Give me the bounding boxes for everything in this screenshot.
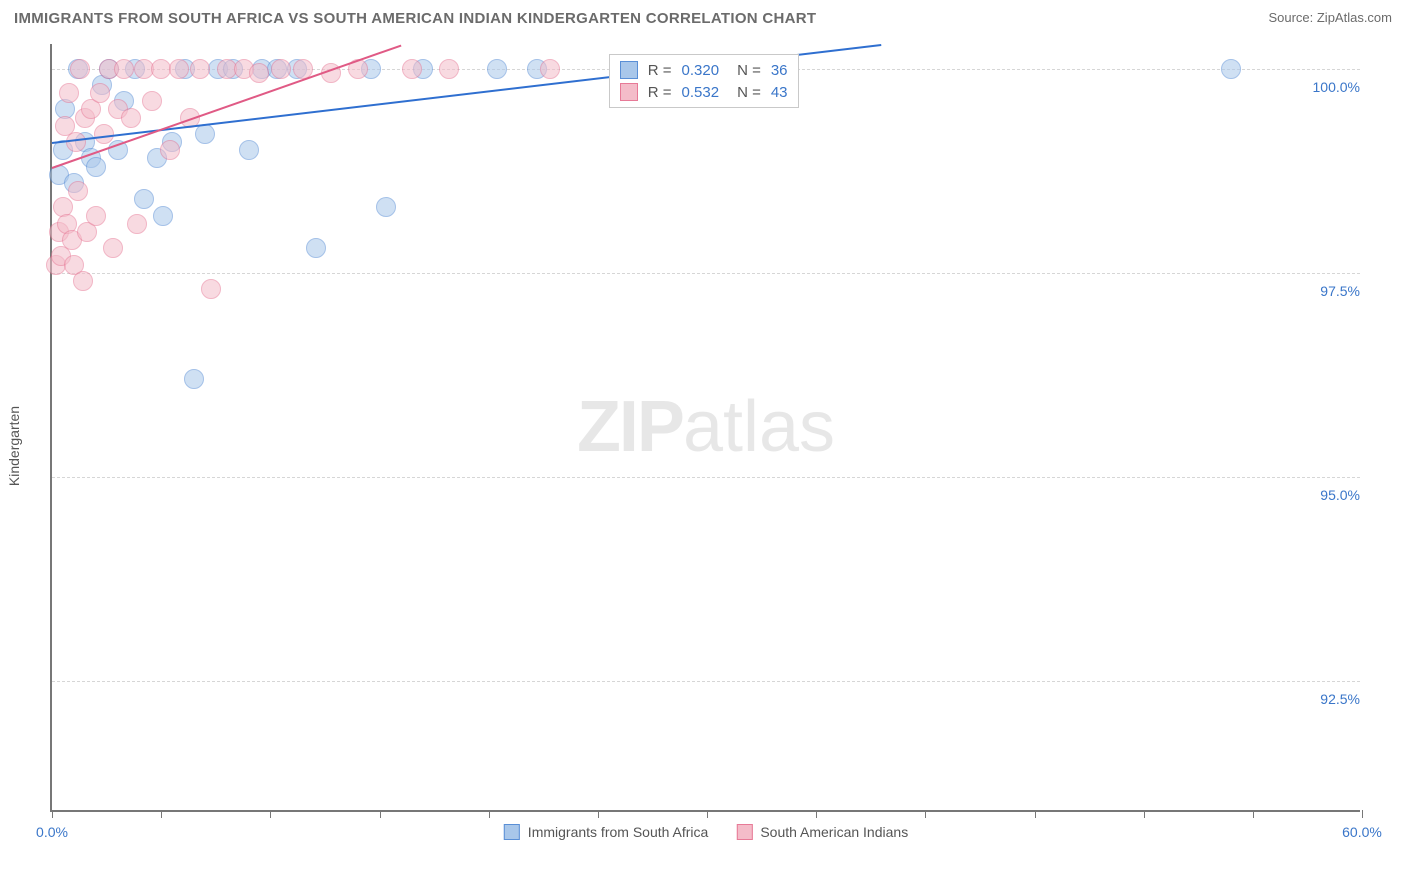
data-point	[190, 59, 210, 79]
data-point	[402, 59, 422, 79]
r-value: 0.320	[682, 62, 720, 79]
data-point	[127, 214, 147, 234]
watermark-left: ZIP	[577, 387, 683, 467]
r-label: R =	[648, 62, 672, 79]
gridline-h	[52, 273, 1360, 274]
data-point	[249, 63, 269, 83]
data-point	[66, 132, 86, 152]
data-point	[201, 279, 221, 299]
source-prefix: Source:	[1268, 10, 1316, 25]
watermark: ZIPatlas	[577, 386, 835, 468]
stats-legend-box: R = 0.320 N = 36 R = 0.532 N = 43	[609, 54, 799, 108]
legend-swatch	[620, 61, 638, 79]
data-point	[90, 83, 110, 103]
data-point	[86, 206, 106, 226]
x-tick	[598, 810, 599, 818]
stats-row: R = 0.532 N = 43	[616, 81, 792, 103]
data-point	[114, 59, 134, 79]
r-value: 0.532	[682, 84, 720, 101]
legend-swatch	[620, 83, 638, 101]
watermark-right: atlas	[683, 387, 835, 467]
y-tick-label: 95.0%	[1318, 487, 1362, 503]
stats-row: R = 0.320 N = 36	[616, 59, 792, 81]
n-value: 36	[771, 62, 788, 79]
x-tick	[489, 810, 490, 818]
y-tick-label: 92.5%	[1318, 691, 1362, 707]
gridline-h	[52, 681, 1360, 682]
x-tick	[1362, 810, 1363, 818]
y-tick-label: 97.5%	[1318, 283, 1362, 299]
data-point	[134, 189, 154, 209]
data-point	[59, 83, 79, 103]
y-axis-label: Kindergarten	[6, 406, 22, 486]
chart-header: IMMIGRANTS FROM SOUTH AFRICA VS SOUTH AM…	[0, 0, 1406, 40]
legend-bottom: Immigrants from South Africa South Americ…	[504, 824, 908, 840]
data-point	[540, 59, 560, 79]
data-point	[153, 206, 173, 226]
legend-swatch	[736, 824, 752, 840]
x-tick	[270, 810, 271, 818]
data-point	[103, 238, 123, 258]
x-tick	[161, 810, 162, 818]
data-point	[160, 140, 180, 160]
legend-item: Immigrants from South Africa	[504, 824, 709, 840]
data-point	[439, 59, 459, 79]
x-tick	[1253, 810, 1254, 818]
n-label: N =	[737, 84, 761, 101]
data-point	[487, 59, 507, 79]
data-point	[184, 369, 204, 389]
data-point	[68, 181, 88, 201]
data-point	[271, 59, 291, 79]
gridline-h	[52, 477, 1360, 478]
n-label: N =	[737, 62, 761, 79]
data-point	[73, 271, 93, 291]
chart-title: IMMIGRANTS FROM SOUTH AFRICA VS SOUTH AM…	[14, 10, 816, 27]
x-tick-label-min: 0.0%	[36, 824, 68, 840]
x-tick	[52, 810, 53, 818]
data-point	[121, 108, 141, 128]
scatter-plot-area: ZIPatlas 92.5%95.0%97.5%100.0%0.0%60.0%R…	[50, 44, 1360, 812]
data-point	[86, 157, 106, 177]
x-tick-label-max: 60.0%	[1342, 824, 1382, 840]
source-name: ZipAtlas.com	[1317, 10, 1392, 25]
data-point	[169, 59, 189, 79]
x-tick	[380, 810, 381, 818]
data-point	[195, 124, 215, 144]
data-point	[376, 197, 396, 217]
r-label: R =	[648, 84, 672, 101]
x-tick	[1035, 810, 1036, 818]
data-point	[70, 59, 90, 79]
legend-label: South American Indians	[760, 824, 908, 840]
x-tick	[816, 810, 817, 818]
x-tick	[925, 810, 926, 818]
y-tick-label: 100.0%	[1311, 79, 1362, 95]
data-point	[239, 140, 259, 160]
x-tick	[707, 810, 708, 818]
source-attribution: Source: ZipAtlas.com	[1268, 10, 1392, 25]
legend-item: South American Indians	[736, 824, 908, 840]
data-point	[142, 91, 162, 111]
legend-label: Immigrants from South Africa	[528, 824, 709, 840]
n-value: 43	[771, 84, 788, 101]
x-tick	[1144, 810, 1145, 818]
data-point	[306, 238, 326, 258]
legend-swatch	[504, 824, 520, 840]
data-point	[1221, 59, 1241, 79]
